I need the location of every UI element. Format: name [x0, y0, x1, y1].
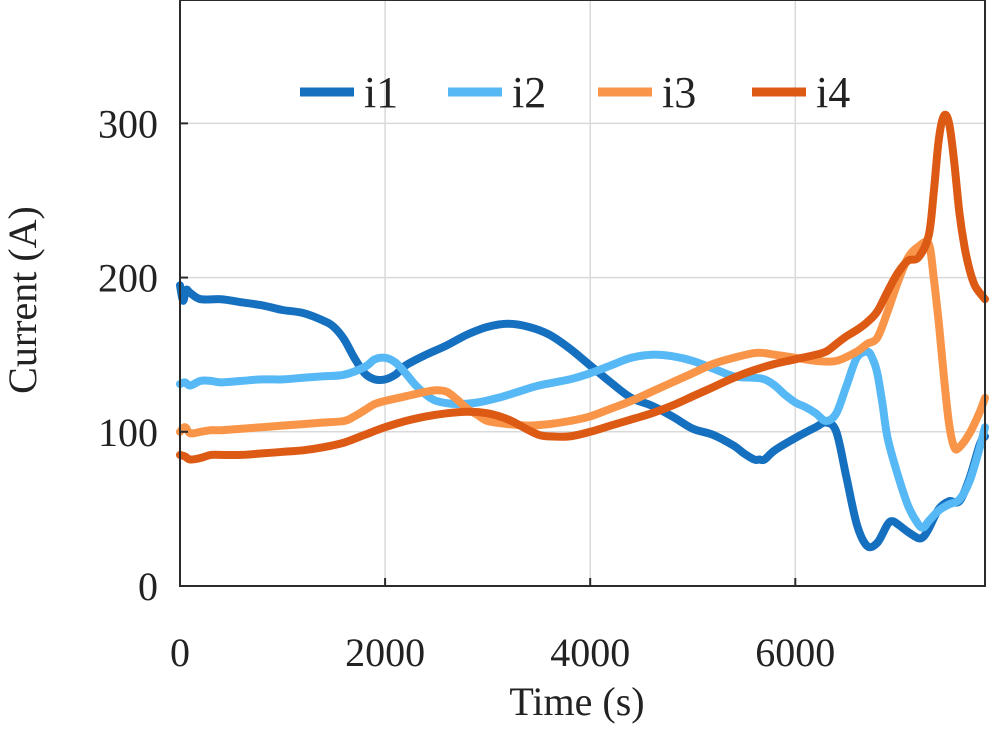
series-line-i4 — [176, 110, 989, 464]
legend-label-i1: i1 — [364, 68, 398, 117]
legend-label-i2: i2 — [512, 68, 546, 117]
y-tick-label: 200 — [98, 256, 158, 301]
legend-label-i4: i4 — [816, 68, 850, 117]
series-line-i1 — [176, 281, 989, 552]
legend: i1 i2 i3 i4 — [300, 68, 850, 117]
x-tick-label: 6000 — [755, 630, 835, 675]
series-line-i2 — [176, 347, 989, 532]
y-axis-title: Current (A) — [0, 206, 45, 394]
series-layer — [176, 110, 989, 552]
x-axis-title: Time (s) — [509, 679, 644, 724]
tick-labels: 0 2000 4000 6000 0 100 200 300 — [98, 101, 835, 675]
series-line-i3 — [176, 237, 989, 454]
x-tick-label: 4000 — [550, 630, 630, 675]
plot-frame — [179, 0, 986, 587]
y-tick-label: 300 — [98, 101, 158, 146]
y-tick-label: 0 — [138, 564, 158, 609]
x-tick-label: 2000 — [345, 630, 425, 675]
y-tick-label: 100 — [98, 410, 158, 455]
x-tick-label: 0 — [170, 630, 190, 675]
legend-label-i3: i3 — [662, 68, 696, 117]
